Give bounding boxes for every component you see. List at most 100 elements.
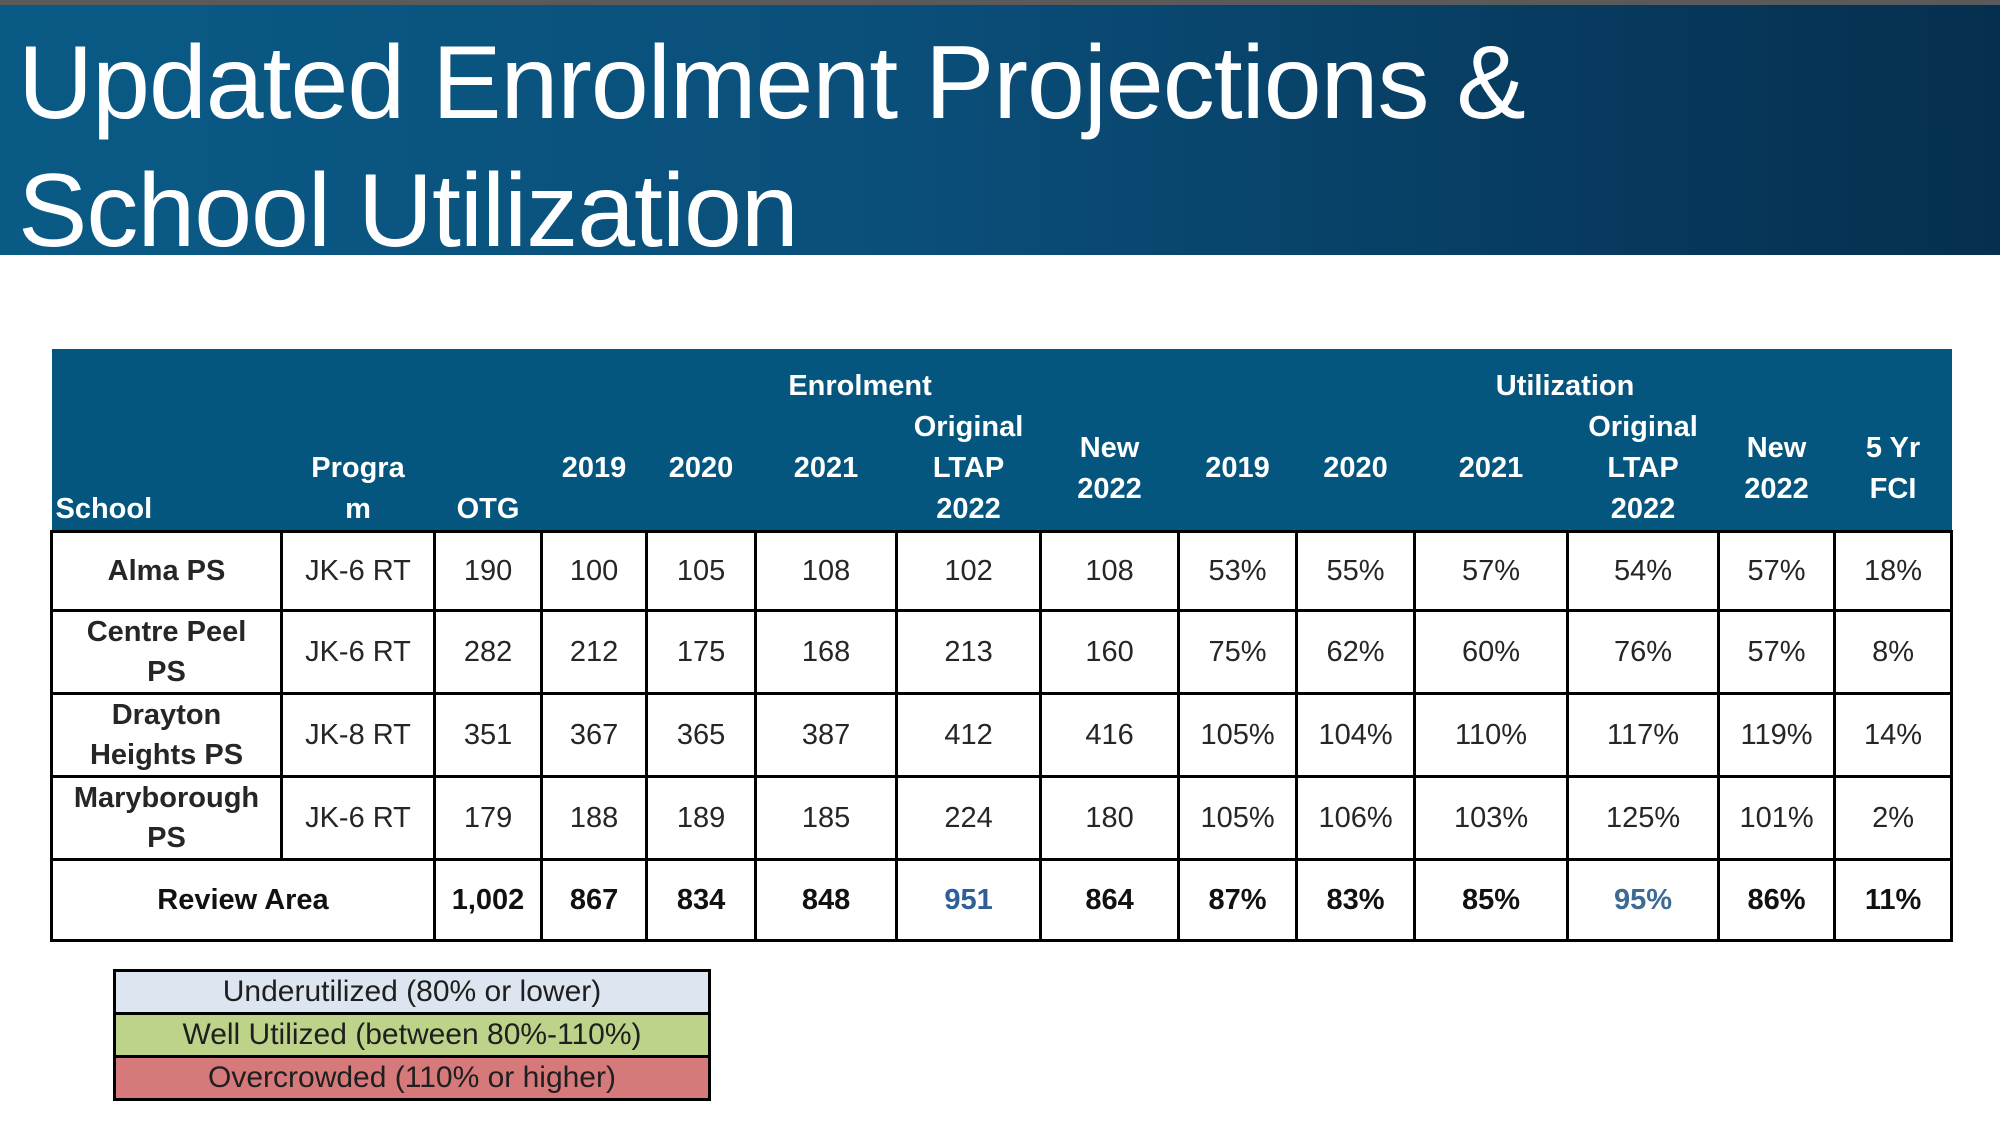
enrolment-new-2022-cell: 160	[1039, 609, 1181, 695]
slide-title-line-1: Updated Enrolment Projections &	[18, 25, 1526, 141]
col-header-util-original-ltap-2022: Original LTAP 2022	[1567, 407, 1719, 532]
utilization-2020-cell: 106%	[1295, 775, 1417, 861]
utilization-2019-cell: 75%	[1177, 609, 1299, 695]
enrolment-2019-cell: 212	[540, 609, 649, 695]
fci-cell: 8%	[1833, 609, 1954, 695]
utilization-2021-cell: 103%	[1413, 775, 1570, 861]
header-line: LTAP	[1607, 452, 1679, 484]
utilization-2019-cell: 53%	[1177, 530, 1299, 612]
header-line: 2022	[1744, 472, 1809, 505]
enrolment-2019-cell: 100	[540, 530, 649, 612]
col-header-5yr-fci: 5 Yr FCI	[1834, 407, 1952, 532]
col-header-school: School	[51, 407, 282, 532]
enrolment-new-2022-cell: 416	[1039, 692, 1181, 778]
enrolment-2020-cell: 189	[645, 775, 758, 861]
enrolment-new-2022-cell: 180	[1039, 775, 1181, 861]
enrolment-2021-cell: 185	[754, 775, 899, 861]
header-spacer	[51, 349, 542, 407]
school-name-cell: Drayton Heights PS	[50, 692, 283, 778]
utilization-2021-cell: 60%	[1413, 609, 1570, 695]
utilization-2020-cell: 62%	[1295, 609, 1417, 695]
school-name-line: PS	[147, 656, 186, 688]
col-header-program-line-1: Progra	[311, 452, 405, 484]
total-label-cell: Review Area	[50, 858, 436, 942]
school-name-line: Drayton	[111, 699, 222, 731]
total-utilization-cell: 87%	[1177, 858, 1299, 942]
col-header-enrol-2020: 2020	[646, 407, 756, 532]
header-line: 2022	[936, 493, 1001, 525]
col-header-enrol-new-2022: New 2022	[1040, 407, 1179, 532]
enrolment-2021-cell: 387	[754, 692, 899, 778]
utilization-2020-cell: 104%	[1295, 692, 1417, 778]
header-line: Original	[1588, 411, 1698, 443]
col-header-enrol-2021: 2021	[755, 407, 897, 532]
utilization-new-2022-cell: 119%	[1717, 692, 1837, 778]
total-enrolment-cell: 864	[1039, 858, 1181, 942]
top-border	[0, 0, 2000, 5]
table-row: Maryborough PS JK-6 RT 179 188 189 185 224 180 10…	[50, 775, 1954, 861]
header-line: LTAP	[932, 452, 1005, 484]
table-row: Alma PS JK-6 RT 190 100 105 108 102 108 53% 55% 57…	[50, 530, 1954, 612]
fci-cell: 18%	[1833, 530, 1954, 612]
otg-cell: 179	[432, 775, 544, 861]
total-fci-cell: 11%	[1833, 858, 1954, 942]
col-header-otg: OTG	[434, 407, 542, 532]
col-header-util-new-2022: New 2022	[1718, 407, 1835, 532]
col-header-util-2021: 2021	[1414, 407, 1568, 532]
otg-cell: 351	[432, 692, 544, 778]
header-line: New	[1746, 431, 1807, 464]
col-header-program-line-2: m	[345, 493, 371, 525]
total-enrolment-cell: 834	[645, 858, 758, 942]
col-header-util-2020: 2020	[1296, 407, 1415, 532]
school-name-line: Centre Peel	[86, 616, 247, 648]
total-utilization-cell: 83%	[1295, 858, 1417, 942]
school-name-cell: Maryborough PS	[50, 775, 283, 861]
utilization-new-2022-cell: 101%	[1717, 775, 1837, 861]
school-name-line: Heights PS	[89, 739, 244, 771]
total-enrolment-cell: 951	[895, 858, 1043, 942]
legend-item-well: Well Utilized (between 80%-110%)	[116, 1012, 708, 1055]
enrolment-2021-cell: 108	[754, 530, 899, 612]
utilization-legend: Underutilized (80% or lower) Well Utilize…	[113, 969, 711, 1101]
enrolment-2020-cell: 175	[645, 609, 758, 695]
col-header-enrol-2019: 2019	[541, 407, 647, 532]
total-utilization-cell: 95%	[1566, 858, 1721, 942]
enrolment-original-ltap-2022-cell: 102	[895, 530, 1043, 612]
table-row: Drayton Heights PS JK-8 RT 351 367 365 387 412 4…	[50, 692, 1954, 778]
legend-item-under: Underutilized (80% or lower)	[116, 972, 708, 1012]
header-line: 2022	[1077, 472, 1142, 505]
program-cell: JK-6 RT	[280, 530, 436, 612]
header-line: 5 Yr	[1865, 431, 1921, 464]
column-header-row: School Progra m OTG 2019 2020 2021 Origi…	[51, 407, 1952, 532]
utilization-2019-cell: 105%	[1177, 775, 1299, 861]
program-cell: JK-6 RT	[280, 609, 436, 695]
header-line: 2022	[1610, 493, 1676, 525]
enrolment-2021-cell: 168	[754, 609, 899, 695]
table-body: Alma PS JK-6 RT 190 100 105 108 102 108 53% 55% 57…	[50, 530, 1954, 942]
header-line: New	[1079, 431, 1140, 464]
fci-cell: 14%	[1833, 692, 1954, 778]
group-header-utilization: Utilization	[1178, 349, 1952, 407]
total-enrolment-cell: 867	[540, 858, 649, 942]
utilization-2021-cell: 110%	[1413, 692, 1570, 778]
enrolment-original-ltap-2022-cell: 224	[895, 775, 1043, 861]
total-utilization-cell: 85%	[1413, 858, 1570, 942]
enrolment-2019-cell: 367	[540, 692, 649, 778]
otg-cell: 282	[432, 609, 544, 695]
school-name-line: Alma PS	[107, 555, 226, 587]
enrolment-utilization-table: Enrolment Utilization School Progra m OT…	[50, 349, 1954, 942]
fci-cell: 2%	[1833, 775, 1954, 861]
title-banner: Updated Enrolment Projections & School U…	[0, 5, 2000, 269]
col-header-util-2019: 2019	[1178, 407, 1297, 532]
enrolment-new-2022-cell: 108	[1039, 530, 1181, 612]
col-header-enrol-original-ltap-2022: Original LTAP 2022	[896, 407, 1041, 532]
table-row: Centre Peel PS JK-6 RT 282 212 175 168 213 160 75…	[50, 609, 1954, 695]
group-header-enrolment: Enrolment	[541, 349, 1179, 407]
enrolment-2019-cell: 188	[540, 775, 649, 861]
utilization-new-2022-cell: 57%	[1717, 530, 1837, 612]
school-name-cell: Alma PS	[50, 530, 283, 612]
utilization-original-ltap-2022-cell: 54%	[1566, 530, 1721, 612]
utilization-new-2022-cell: 57%	[1717, 609, 1837, 695]
utilization-original-ltap-2022-cell: 125%	[1566, 775, 1721, 861]
header-line: Original	[913, 411, 1024, 443]
